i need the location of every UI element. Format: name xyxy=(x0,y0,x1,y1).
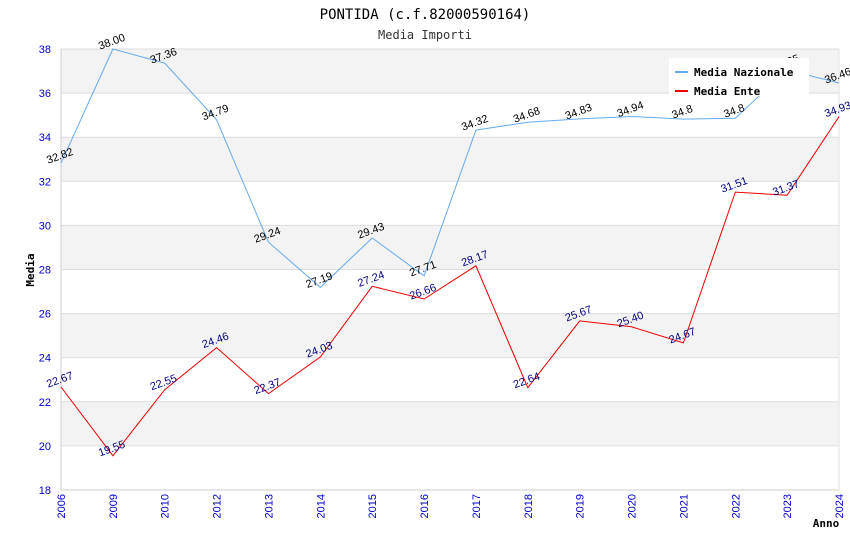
chart-subtitle: Media Importi xyxy=(378,28,472,42)
plot-band xyxy=(61,93,839,138)
x-tick-label: 2021 xyxy=(678,494,690,518)
x-tick-label: 2012 xyxy=(212,494,224,518)
x-tick-label: 2009 xyxy=(108,494,120,518)
plot-band xyxy=(61,445,839,490)
x-tick-label: 2019 xyxy=(575,494,587,518)
plot-band xyxy=(61,269,839,314)
x-tick-label: 2014 xyxy=(315,494,327,518)
y-axis-label: Media xyxy=(24,253,37,286)
x-axis-label: Anno xyxy=(813,517,840,530)
x-tick-label: 2015 xyxy=(367,494,379,518)
plot-band xyxy=(61,357,839,402)
y-tick-label: 28 xyxy=(39,265,51,277)
y-tick-label: 20 xyxy=(39,441,51,453)
y-tick-label: 18 xyxy=(39,485,51,497)
y-tick-labels: 18 20 22 24 26 28 30 32 34 36 38 xyxy=(39,44,51,497)
x-tick-label: 2024 xyxy=(834,494,846,518)
x-tick-label: 2010 xyxy=(160,494,172,518)
x-tick-label: 2016 xyxy=(419,494,431,518)
plot-band xyxy=(61,313,839,358)
x-tick-label: 2020 xyxy=(627,494,639,518)
x-tick-label: 2022 xyxy=(730,494,742,518)
y-tick-label: 38 xyxy=(39,44,51,56)
y-tick-label: 22 xyxy=(39,397,51,409)
plot-band xyxy=(61,137,839,182)
y-tick-label: 30 xyxy=(39,220,51,232)
x-tick-label: 2018 xyxy=(523,494,535,518)
plot-background-bands xyxy=(61,49,839,490)
x-tick-labels: 2006 2009 2010 2012 2013 2014 2015 2016 2017 2018… xyxy=(56,494,846,518)
legend: Media Nazionale Media Ente xyxy=(669,58,809,98)
series-line-media-nazionale xyxy=(60,48,840,289)
x-tick-label: 2017 xyxy=(471,494,483,518)
plot-band xyxy=(61,225,839,270)
series-line-media-ente xyxy=(60,116,840,457)
axes xyxy=(60,49,840,491)
x-tick-label: 2013 xyxy=(263,494,275,518)
plot-band xyxy=(61,401,839,446)
x-tick-label: 2006 xyxy=(56,494,68,518)
y-tick-label: 26 xyxy=(39,309,51,321)
y-tick-label: 36 xyxy=(39,88,51,100)
chart-title: PONTIDA (c.f.82000590164) xyxy=(320,7,531,23)
legend-label: Media Nazionale xyxy=(694,66,794,79)
y-tick-label: 34 xyxy=(39,132,51,144)
legend-box xyxy=(669,58,809,96)
y-tick-label: 24 xyxy=(39,353,51,365)
legend-label: Media Ente xyxy=(694,85,761,98)
series-lines xyxy=(60,48,840,457)
y-tick-label: 32 xyxy=(39,176,51,188)
x-tick-label: 2023 xyxy=(782,494,794,518)
